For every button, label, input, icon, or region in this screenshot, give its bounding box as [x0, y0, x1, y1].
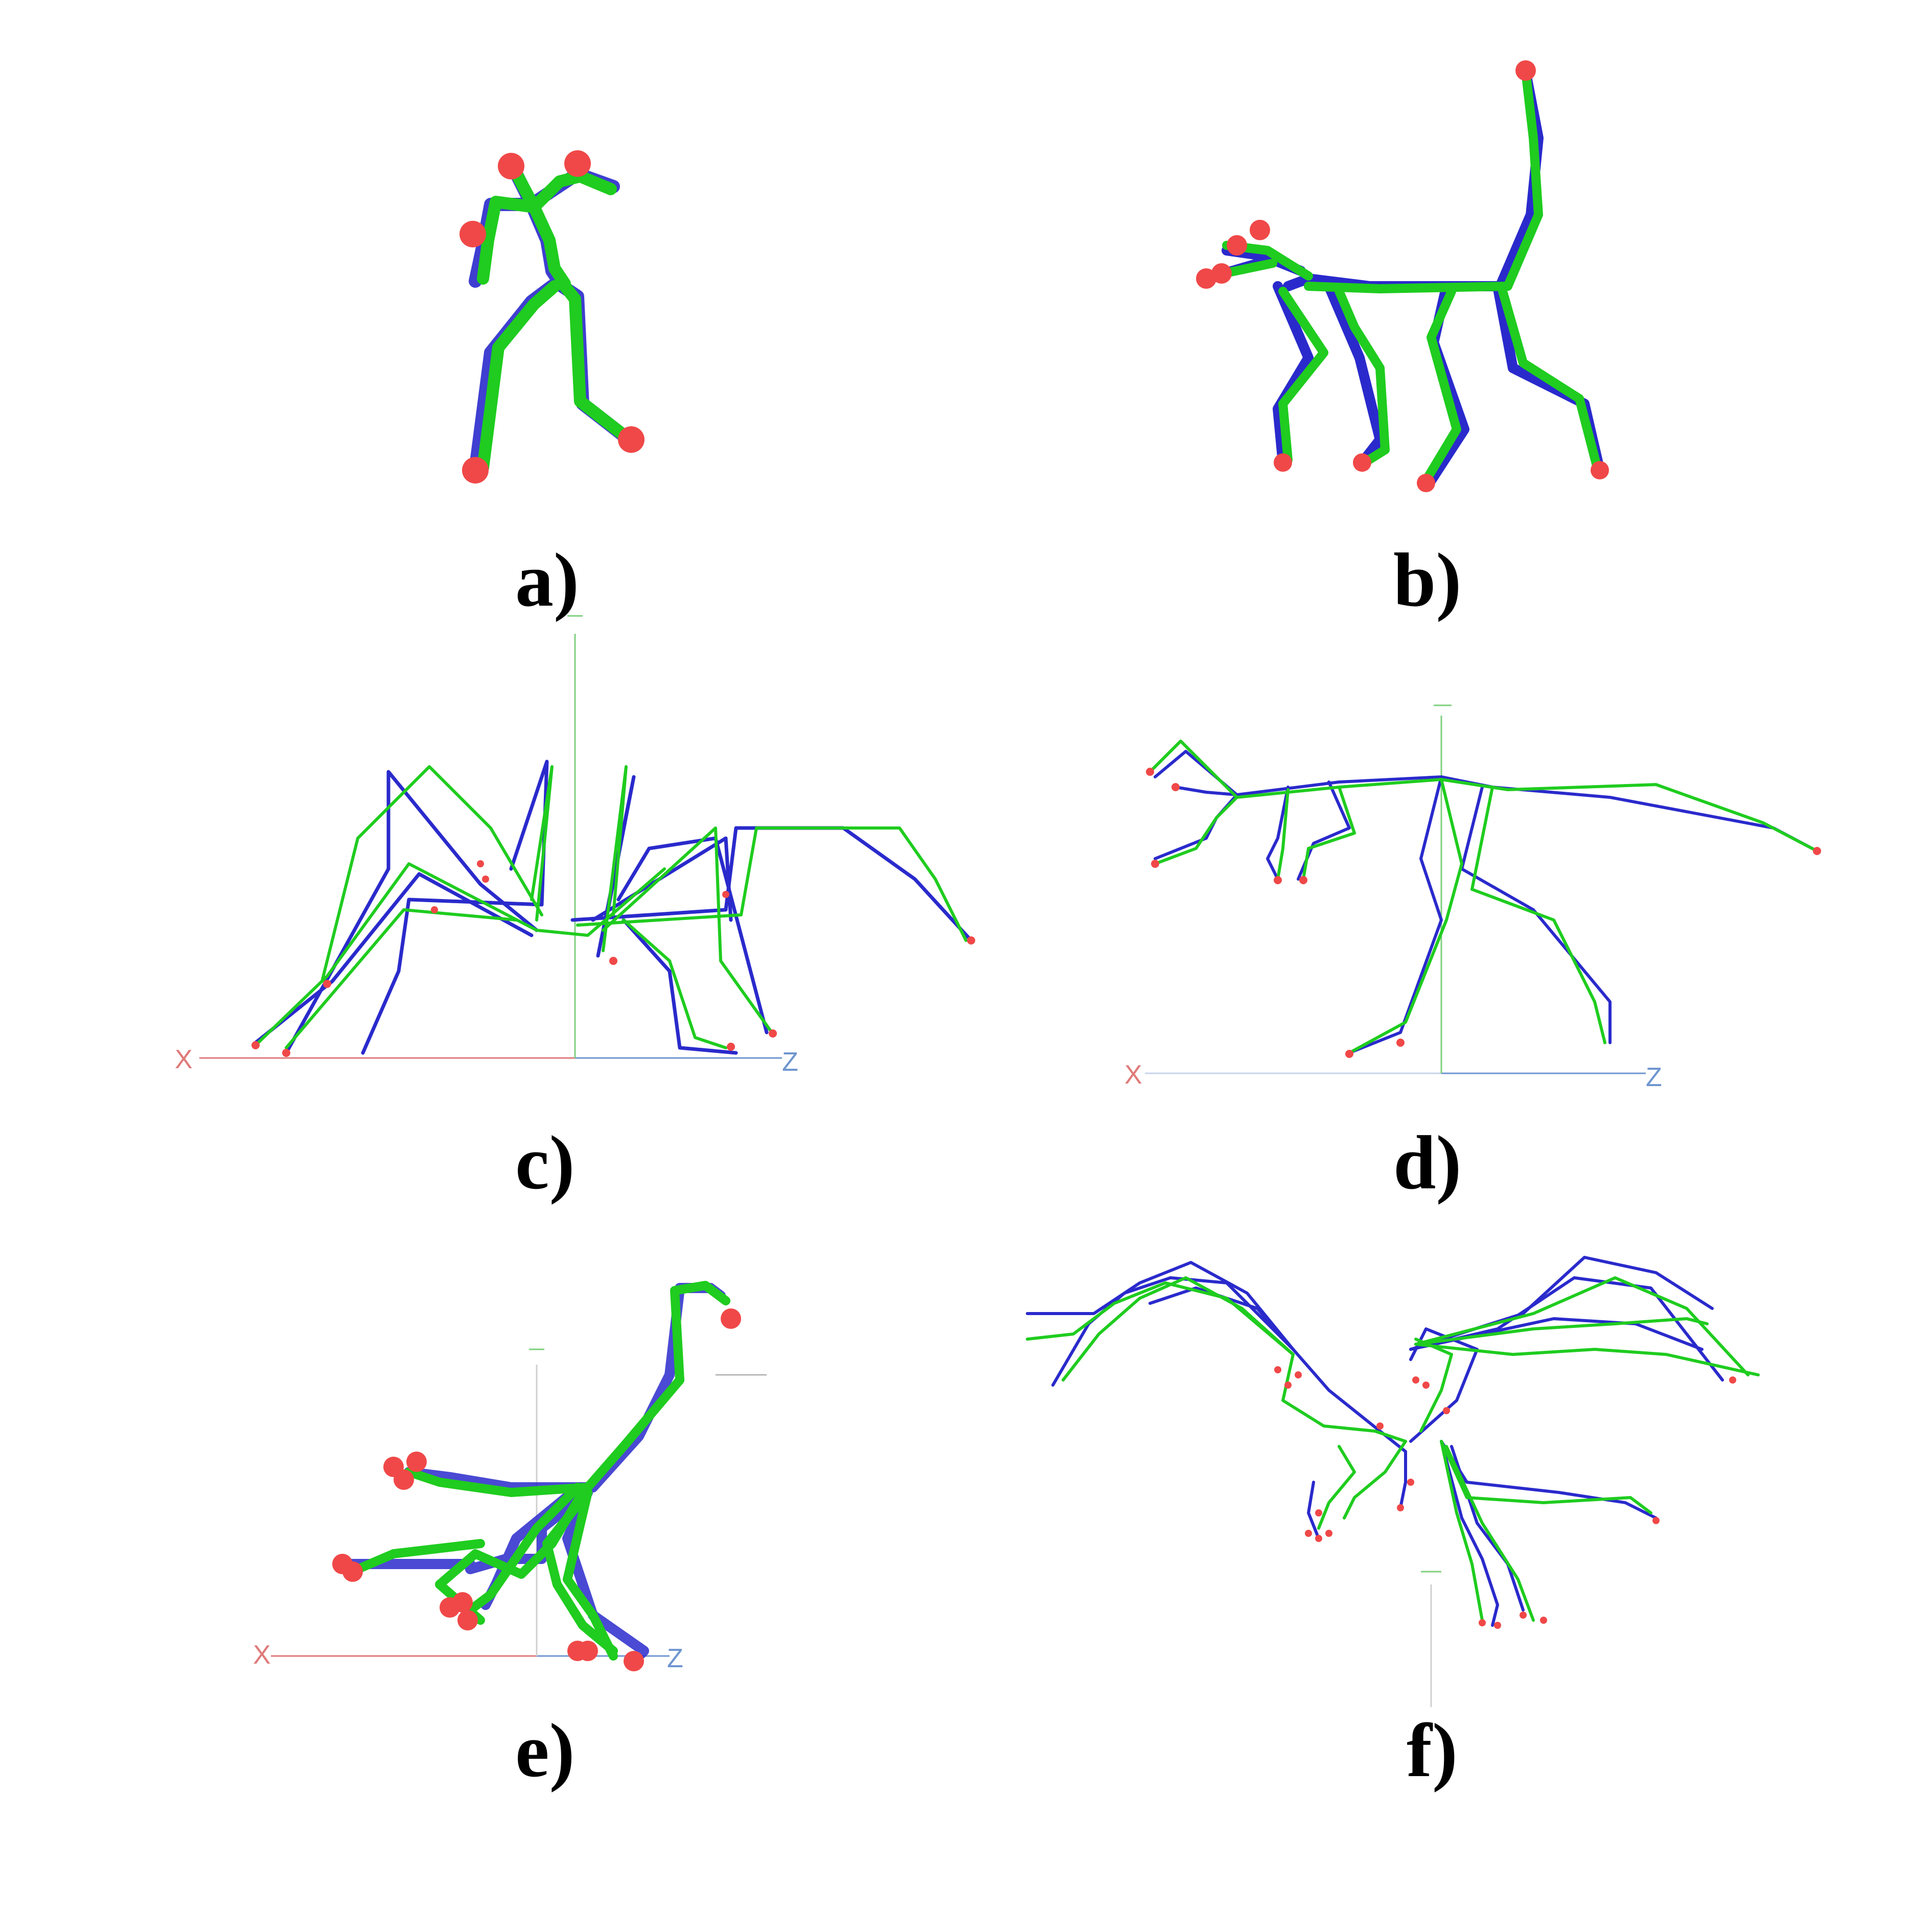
- panel-d-skeleton: [1146, 740, 1821, 1058]
- panel-c-axis-x-label: X: [175, 1045, 193, 1074]
- panel-a-skeleton: [459, 150, 645, 484]
- panel-d-axes: X Z: [1124, 704, 1662, 1092]
- panel-a-label: a): [515, 538, 579, 623]
- panel-b-skeleton: [1196, 60, 1609, 492]
- panel-c-axis-z-label: Z: [782, 1047, 798, 1077]
- panel-f-skeleton: [1026, 1256, 1760, 1629]
- panel-f-label: f): [1407, 1708, 1458, 1793]
- panel-e-axis-z-label: Z: [667, 1644, 683, 1673]
- panel-d-axis-z-label: Z: [1646, 1063, 1662, 1092]
- panel-e-label: e): [515, 1708, 575, 1793]
- panel-e-axis-x-label: X: [253, 1640, 271, 1670]
- panel-c-label: c): [515, 1120, 575, 1205]
- panel-e-axes: X Z: [253, 1348, 767, 1673]
- panel-b-label: b): [1393, 538, 1461, 623]
- panel-c-skeleton: [251, 760, 975, 1057]
- panel-c-axes: X Z: [175, 615, 798, 1077]
- panel-e-skeleton: [332, 1281, 741, 1671]
- panel-d-label: d): [1393, 1120, 1461, 1205]
- panel-f-axes: [1421, 1571, 1441, 1707]
- panel-d-axis-x-label: X: [1124, 1060, 1142, 1090]
